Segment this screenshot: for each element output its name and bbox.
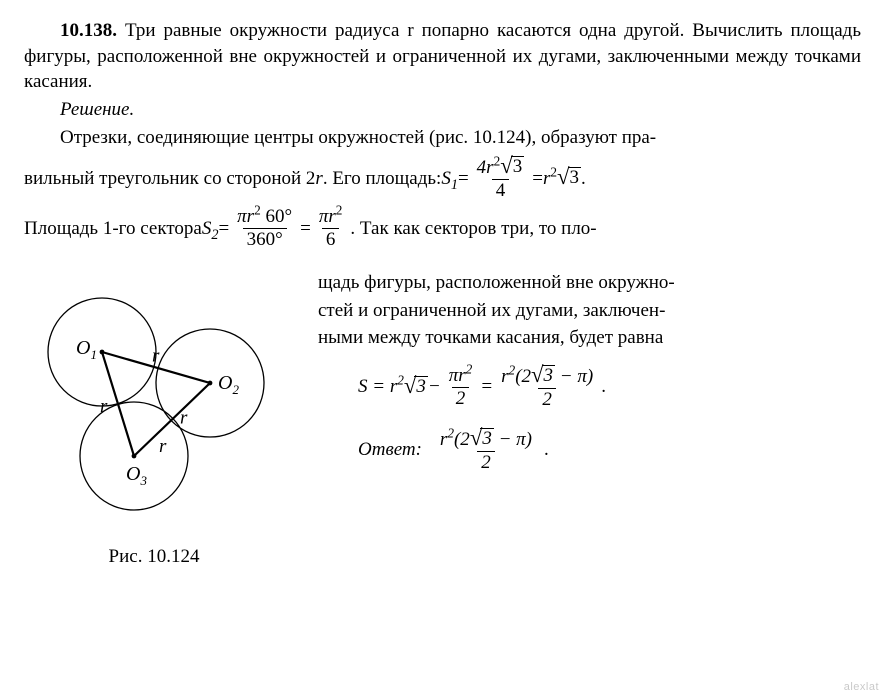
watermark: alexlat bbox=[844, 680, 879, 695]
S1-frac: 4r2√3 4 bbox=[473, 156, 529, 201]
equals: = bbox=[218, 216, 229, 242]
text-column: щадь фигуры, расположенной вне окружно- … bbox=[318, 270, 861, 473]
equals: = bbox=[480, 374, 493, 400]
sqrt3: √3 bbox=[404, 376, 428, 398]
figure-column: O1O2O3rrrr Рис. 10.124 bbox=[24, 270, 284, 569]
minus: − bbox=[428, 374, 441, 400]
equals: = bbox=[458, 166, 469, 192]
solution-line-s2: Площадь 1-го сектора S2 = πr2 60° 360° =… bbox=[24, 207, 861, 250]
final-equation: S = r2 √3 − πr2 2 = r2(2√3 − π) 2 . bbox=[358, 365, 861, 410]
answer-frac: r2(2√3 − π) 2 bbox=[436, 428, 536, 473]
S2-lhs: S2 bbox=[202, 216, 219, 242]
problem-number: 10.138. bbox=[60, 20, 117, 41]
solution-p4a: щадь фигуры, расположенной вне окружно- bbox=[318, 270, 861, 296]
frac-result: r2(2√3 − π) 2 bbox=[497, 365, 597, 410]
equals: = bbox=[532, 166, 543, 192]
problem-statement: 10.138. Три равные окружности радиуса r … bbox=[24, 18, 861, 95]
figure-diagram: O1O2O3rrrr bbox=[24, 270, 284, 520]
solution-heading: Решение. bbox=[24, 97, 861, 123]
text: Площадь 1-го сектора bbox=[24, 216, 202, 242]
answer-block: Ответ: r2(2√3 − π) 2 . bbox=[358, 428, 861, 473]
equals: = bbox=[300, 216, 311, 242]
S1-result: r2√3 bbox=[543, 166, 581, 192]
solution-line-s1: вильный треугольник со стороной 2r . Его… bbox=[24, 156, 861, 201]
solution-p4c: ными между точками касания, будет равна bbox=[318, 325, 861, 351]
S2-frac1: πr2 60° 360° bbox=[233, 207, 296, 250]
solution-p4b: стей и ограниченной их дугами, заключен- bbox=[318, 298, 861, 324]
svg-text:O3: O3 bbox=[126, 463, 147, 488]
text: . Его площадь: bbox=[323, 166, 442, 192]
problem-text: Три равные окружности радиуса r попарно … bbox=[24, 20, 861, 92]
figure-caption: Рис. 10.124 bbox=[24, 544, 284, 570]
svg-text:r: r bbox=[100, 396, 108, 417]
svg-text:O1: O1 bbox=[76, 337, 97, 362]
text: вильный треугольник со стороной 2 bbox=[24, 166, 315, 192]
svg-text:r: r bbox=[180, 407, 188, 428]
S2-frac2: πr2 6 bbox=[315, 207, 347, 250]
svg-text:r: r bbox=[159, 436, 167, 457]
svg-text:O2: O2 bbox=[218, 372, 239, 397]
var-r: r bbox=[315, 166, 322, 192]
solution-p1: Отрезки, соединяющие центры окружностей … bbox=[24, 125, 861, 151]
text: . Так как секторов три, то пло- bbox=[350, 216, 596, 242]
period: . bbox=[544, 437, 549, 463]
frac-pir2-2: πr2 2 bbox=[445, 366, 477, 409]
S1-lhs: S1 bbox=[441, 166, 458, 192]
svg-text:r: r bbox=[152, 345, 160, 366]
period: . bbox=[601, 374, 606, 400]
answer-label: Ответ: bbox=[358, 437, 422, 463]
S-lhs: S = r2 bbox=[358, 374, 404, 400]
period: . bbox=[581, 166, 586, 192]
